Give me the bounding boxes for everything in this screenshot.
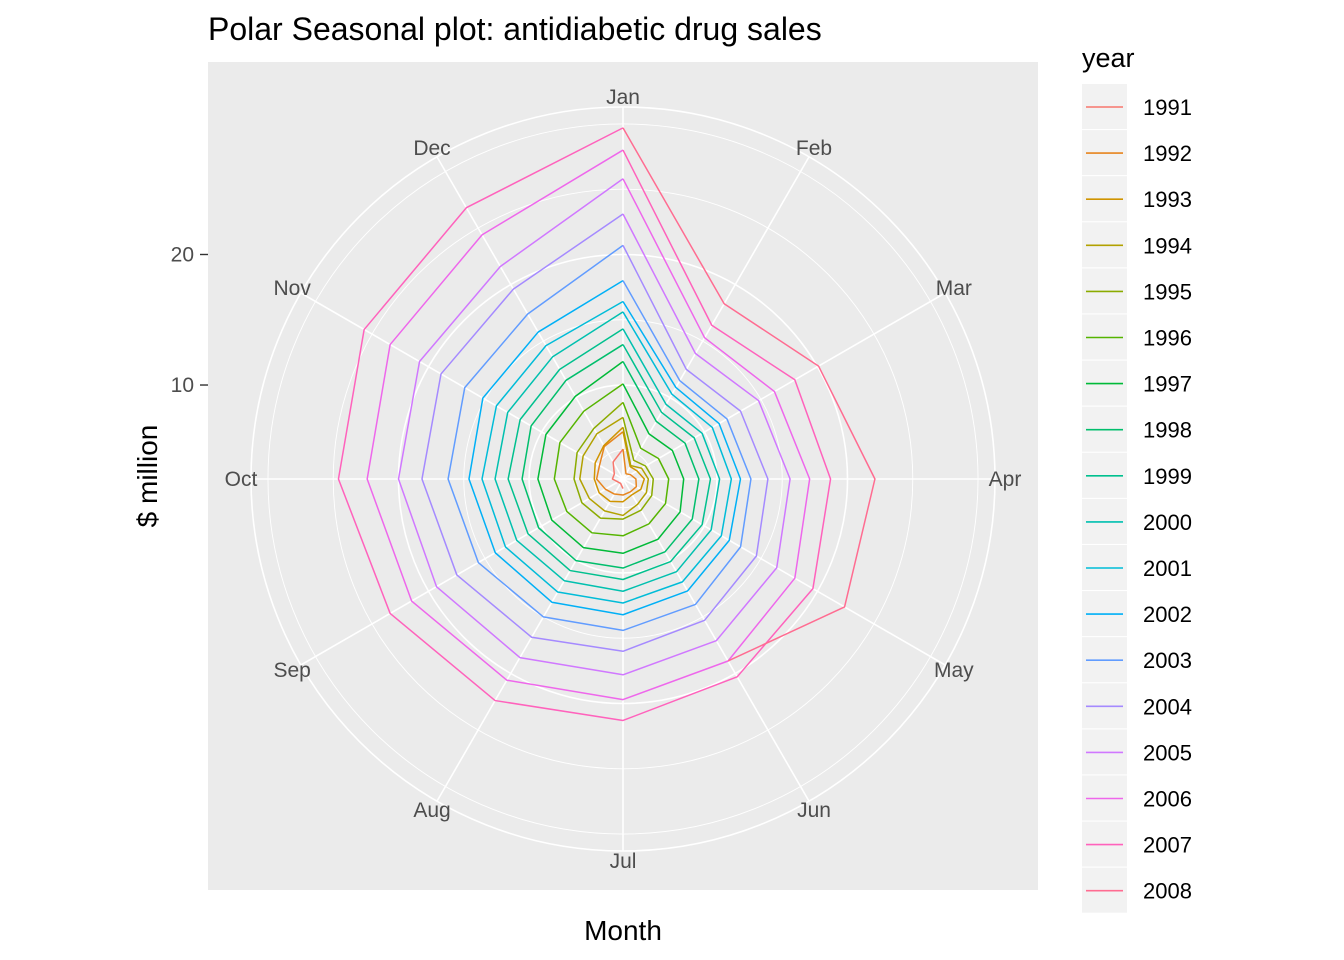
grid-spoke — [622, 156, 810, 480]
legend-label-2007: 2007 — [1143, 833, 1192, 858]
grid-spoke — [436, 156, 624, 480]
month-label-jan: Jan — [606, 86, 640, 109]
legend-label-1999: 1999 — [1143, 464, 1192, 489]
month-label-aug: Aug — [413, 799, 450, 822]
month-labels: Jan Feb Mar Apr May Jun Jul Aug Sep Oct Nov Dec — [225, 86, 1022, 873]
legend-label-2006: 2006 — [1143, 787, 1192, 812]
legend-label-1992: 1992 — [1143, 141, 1192, 166]
series-line-2001 — [481, 300, 733, 604]
r-tick-label: 20 — [171, 243, 194, 266]
series-line-1997 — [537, 360, 685, 555]
series-line-2006 — [366, 149, 811, 701]
series-line-1992 — [595, 431, 638, 496]
month-label-dec: Dec — [413, 137, 450, 160]
legend-label-2005: 2005 — [1143, 740, 1192, 765]
month-label-feb: Feb — [796, 137, 832, 160]
legend-label-2001: 2001 — [1143, 556, 1192, 581]
month-label-sep: Sep — [273, 659, 310, 682]
series-line-2008 — [622, 127, 876, 662]
legend-label-2008: 2008 — [1143, 879, 1192, 904]
legend-label-1993: 1993 — [1143, 187, 1192, 212]
legend-label-2000: 2000 — [1143, 510, 1192, 535]
series-line-2005 — [397, 178, 791, 676]
series-line-1996 — [553, 383, 670, 537]
legend: 1991 1992 1993 1994 1995 1996 1997 1998 1999 2000… — [1082, 84, 1192, 913]
legend-label-2003: 2003 — [1143, 648, 1192, 673]
grid-spoke — [622, 292, 946, 480]
series-lines — [337, 127, 876, 722]
legend-label-2004: 2004 — [1143, 694, 1192, 719]
legend-title: year — [1082, 43, 1135, 73]
month-label-may: May — [934, 659, 974, 682]
y-axis-title: $ million — [132, 425, 163, 528]
series-line-1995 — [573, 401, 655, 520]
month-label-jun: Jun — [797, 799, 831, 822]
grid-spoke — [622, 478, 946, 666]
legend-label-1994: 1994 — [1143, 233, 1192, 258]
series-line-1999 — [507, 328, 712, 581]
chart-title: Polar Seasonal plot: antidiabetic drug s… — [208, 11, 822, 47]
series-line-2004 — [421, 213, 769, 653]
x-axis-title: Month — [584, 915, 662, 946]
series-line-2007 — [337, 127, 832, 722]
legend-label-2002: 2002 — [1143, 602, 1192, 627]
r-tick-label: 10 — [171, 374, 194, 397]
series-line-1998 — [521, 343, 700, 569]
series-line-2000 — [494, 311, 721, 592]
series-line-2003 — [447, 244, 752, 632]
series-line-1993 — [593, 426, 646, 503]
legend-label-1995: 1995 — [1143, 279, 1192, 304]
legend-label-1998: 1998 — [1143, 418, 1192, 443]
series-line-2002 — [468, 279, 742, 616]
month-label-nov: Nov — [274, 277, 312, 300]
month-label-oct: Oct — [225, 468, 258, 491]
month-label-jul: Jul — [610, 850, 637, 873]
month-label-mar: Mar — [936, 277, 972, 300]
radial-axis: 10 20 — [171, 243, 208, 397]
legend-label-1991: 1991 — [1143, 95, 1192, 120]
legend-label-1996: 1996 — [1143, 326, 1192, 351]
series-line-1994 — [579, 416, 650, 517]
grid-spoke — [300, 478, 624, 666]
legend-label-1997: 1997 — [1143, 372, 1192, 397]
month-label-apr: Apr — [989, 468, 1022, 491]
grid-spoke — [300, 292, 624, 480]
series-line-1991 — [611, 448, 624, 489]
